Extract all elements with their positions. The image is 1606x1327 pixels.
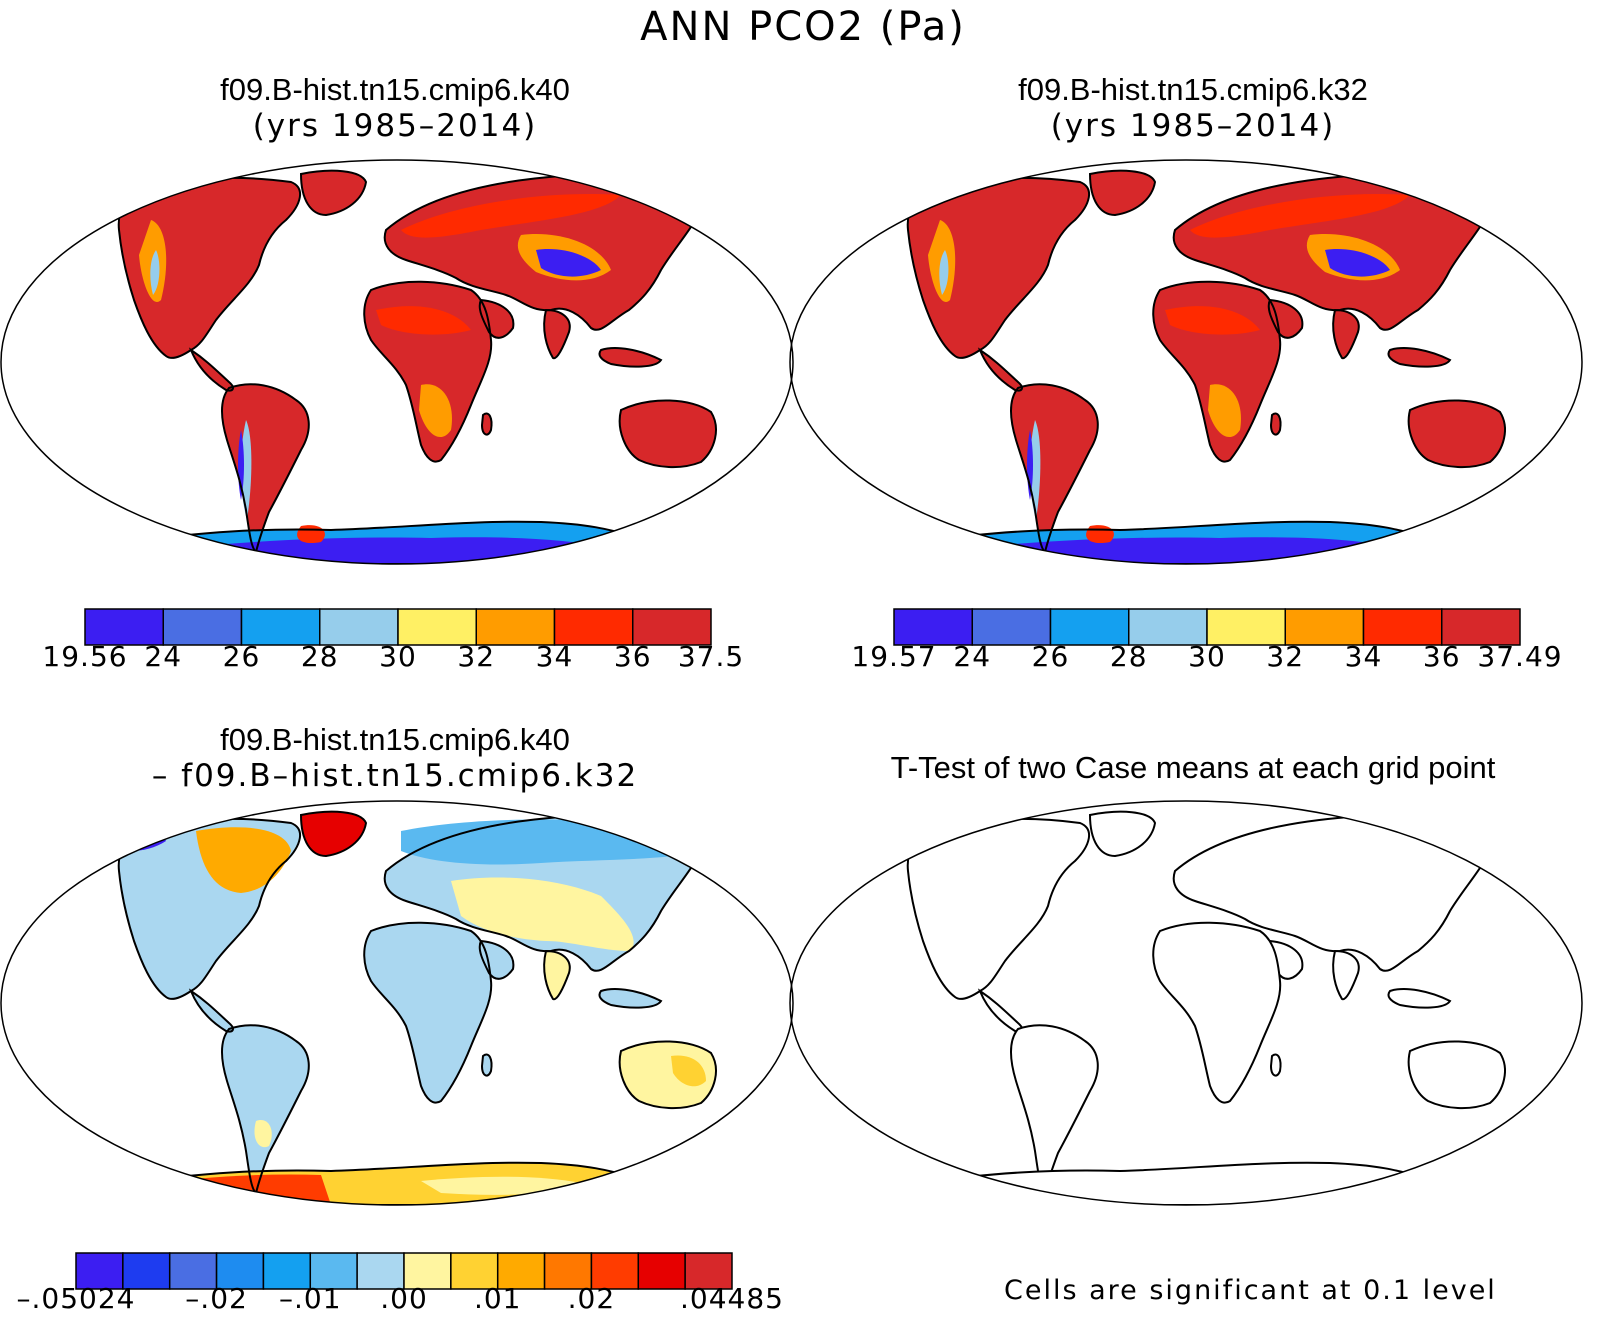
colorbar-tick-label: 34 <box>1344 640 1383 673</box>
colorbar-tick-label: 30 <box>379 640 417 673</box>
figure-title: ANN PCO2 (Pa) <box>640 4 966 50</box>
colorbar-tick-label: –.02 <box>185 1282 248 1315</box>
colorbar-swatch <box>1441 608 1521 646</box>
colorbar-tick-label: 30 <box>1188 640 1226 673</box>
colorbar-tick-label: –.01 <box>279 1282 342 1315</box>
colorbar-swatch <box>553 608 634 646</box>
colorbar-swatch <box>1128 608 1208 646</box>
panel-3-title: f09.B-hist.tn15.cmip6.k40 – f09.B–hist.t… <box>0 722 790 794</box>
panel-2-title: f09.B-hist.tn15.cmip6.k32 (yrs 1985–2014… <box>790 72 1596 144</box>
colorbar-tick-label: .04485 <box>680 1282 784 1315</box>
colorbar-swatch <box>637 1252 686 1290</box>
colorbar-swatch <box>262 1252 312 1290</box>
colorbar-tick-label: .00 <box>380 1282 428 1315</box>
colorbar-tick-label: 32 <box>1266 640 1305 673</box>
panel-1-title-years: (yrs 1985–2014) <box>252 108 538 144</box>
panel-4-title: T-Test of two Case means at each grid po… <box>790 750 1596 786</box>
colorbar-tick-label: –.05024 <box>16 1282 136 1315</box>
colorbar-swatch <box>397 608 477 646</box>
colorbar-swatch <box>309 1252 358 1290</box>
colorbar-swatch <box>590 1252 640 1290</box>
colorbar-swatch <box>893 608 973 646</box>
colorbar-swatch <box>1049 608 1130 646</box>
significance-note: Cells are significant at 0.1 level <box>1004 1275 1497 1306</box>
colorbar-swatch <box>319 608 399 646</box>
map-panel-1 <box>0 159 794 565</box>
colorbar-panel-3 <box>75 1252 733 1290</box>
colorbar-tick-label: 28 <box>300 640 339 673</box>
colorbar-swatch <box>356 1252 405 1290</box>
colorbar-tick-label: 36 <box>1422 640 1461 673</box>
panel-1-title: f09.B-hist.tn15.cmip6.k40 (yrs 1985–2014… <box>0 72 790 144</box>
map-panel-4 <box>789 800 1583 1206</box>
colorbar-swatch <box>215 1252 265 1290</box>
colorbar-tick-label: .02 <box>567 1282 616 1315</box>
colorbar-tick-label: 37.5 <box>677 640 745 673</box>
colorbar-swatch <box>75 1252 124 1290</box>
colorbar-swatch <box>403 1252 452 1290</box>
colorbar-tick-label: 34 <box>535 640 574 673</box>
colorbar-panel-2 <box>893 608 1521 646</box>
colorbar-swatch <box>1362 608 1443 646</box>
colorbar-tick-label: 26 <box>222 640 261 673</box>
colorbar-swatch <box>1206 608 1286 646</box>
colorbar-swatch <box>475 608 556 646</box>
panel-3-title-case-b: – f09.B–hist.tn15.cmip6.k32 <box>151 758 639 794</box>
colorbar-tick-label: 26 <box>1031 640 1070 673</box>
colorbar-swatch <box>162 608 243 646</box>
colorbar-swatch <box>450 1252 499 1290</box>
panel-2-title-case: f09.B-hist.tn15.cmip6.k32 <box>1018 72 1368 107</box>
panel-3-title-case-a: f09.B-hist.tn15.cmip6.k40 <box>220 722 570 757</box>
colorbar-tick-label: .01 <box>473 1282 522 1315</box>
colorbar-tick-label: 28 <box>1109 640 1148 673</box>
panel-2-title-years: (yrs 1985–2014) <box>1050 108 1336 144</box>
colorbar-tick-label: 19.57 <box>851 640 937 673</box>
colorbar-swatch <box>971 608 1052 646</box>
colorbar-swatch <box>684 1252 733 1290</box>
colorbar-swatch <box>84 608 164 646</box>
colorbar-swatch <box>632 608 712 646</box>
colorbar-tick-label: 37.49 <box>1477 640 1563 673</box>
colorbar-tick-label: 19.56 <box>42 640 128 673</box>
map-panel-3 <box>0 800 794 1206</box>
map-panel-2 <box>789 159 1583 565</box>
colorbar-tick-label: 24 <box>144 640 183 673</box>
colorbar-swatch <box>1284 608 1365 646</box>
colorbar-tick-label: 32 <box>457 640 496 673</box>
colorbar-tick-label: 24 <box>953 640 992 673</box>
colorbar-swatch <box>496 1252 546 1290</box>
colorbar-panel-1 <box>84 608 712 646</box>
panel-4-title-text: T-Test of two Case means at each grid po… <box>890 750 1496 785</box>
colorbar-tick-label: 36 <box>613 640 652 673</box>
panel-1-title-case: f09.B-hist.tn15.cmip6.k40 <box>220 72 570 107</box>
colorbar-swatch <box>168 1252 218 1290</box>
